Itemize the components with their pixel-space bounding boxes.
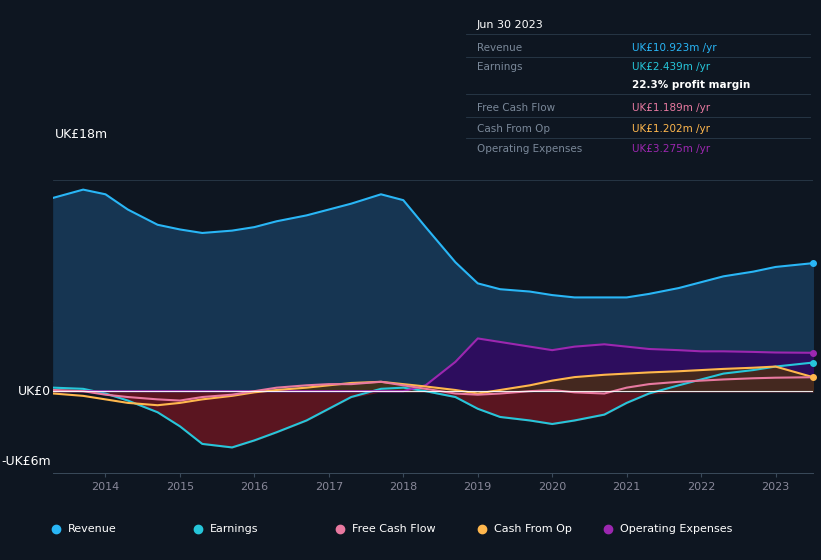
Text: Cash From Op: Cash From Op (477, 124, 550, 134)
Text: UK£0: UK£0 (18, 385, 51, 398)
Text: UK£2.439m /yr: UK£2.439m /yr (632, 62, 710, 72)
Text: Earnings: Earnings (477, 62, 522, 72)
Text: Free Cash Flow: Free Cash Flow (477, 103, 555, 113)
Text: Operating Expenses: Operating Expenses (620, 524, 732, 534)
Text: 22.3% profit margin: 22.3% profit margin (632, 80, 750, 90)
Text: UK£1.202m /yr: UK£1.202m /yr (632, 124, 710, 134)
Text: Cash From Op: Cash From Op (493, 524, 571, 534)
Text: Operating Expenses: Operating Expenses (477, 144, 582, 154)
Text: Revenue: Revenue (477, 43, 522, 53)
Text: Jun 30 2023: Jun 30 2023 (477, 20, 544, 30)
Text: Free Cash Flow: Free Cash Flow (351, 524, 435, 534)
Text: -UK£6m: -UK£6m (2, 455, 51, 468)
Text: UK£10.923m /yr: UK£10.923m /yr (632, 43, 717, 53)
Text: UK£1.189m /yr: UK£1.189m /yr (632, 103, 710, 113)
Text: UK£3.275m /yr: UK£3.275m /yr (632, 144, 710, 154)
Text: Revenue: Revenue (68, 524, 117, 534)
Text: Earnings: Earnings (210, 524, 259, 534)
Text: UK£18m: UK£18m (55, 128, 108, 141)
